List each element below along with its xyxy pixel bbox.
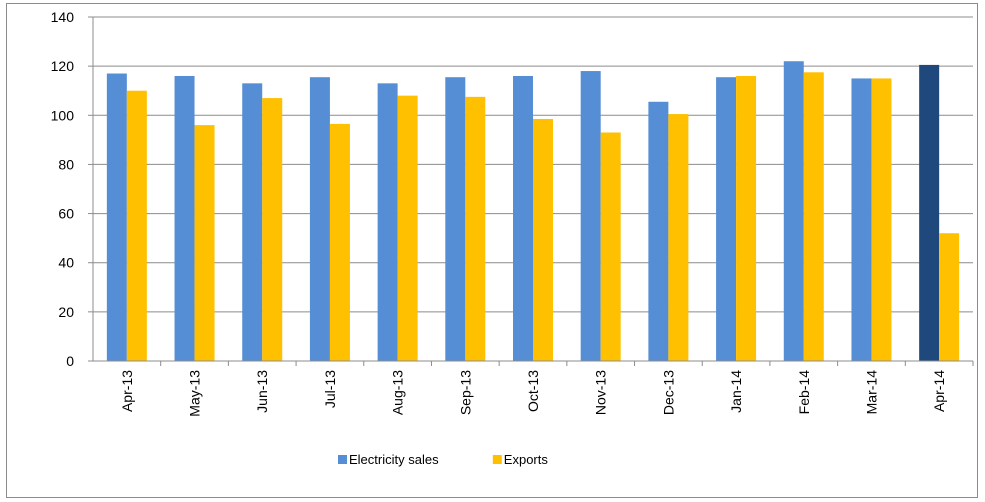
legend-label-exports: Exports [504,452,549,467]
y-tick-label: 40 [58,255,74,271]
bar-electricity-sales-aug-13 [377,83,398,361]
bar-electricity-sales-apr-14 [919,64,940,362]
x-tick-label: Apr-14 [931,370,947,412]
x-tick-label: Jan-14 [728,370,744,413]
x-tick-label: Aug-13 [390,370,406,415]
y-tick-label: 100 [51,107,75,123]
legend-swatch-electricity-sales [338,455,347,464]
bars [106,61,960,362]
bar-exports-jun-13 [262,98,283,361]
bar-exports-oct-13 [533,118,553,361]
bar-electricity-sales-jun-13 [242,83,263,361]
bar-electricity-sales-nov-13 [580,71,601,362]
bar-exports-feb-14 [803,72,824,362]
bar-electricity-sales-sep-13 [445,77,466,361]
x-tick-label: Apr-13 [119,370,135,412]
bar-exports-dec-13 [668,114,689,361]
bar-electricity-sales-dec-13 [648,101,669,362]
bar-electricity-sales-may-13 [174,75,195,361]
bar-electricity-sales-apr-13 [106,73,127,361]
x-tick-label: Sep-13 [457,370,473,415]
bar-electricity-sales-feb-14 [783,61,804,361]
x-tick-label: Mar-14 [863,370,879,415]
legend-swatch-exports [492,455,502,464]
bar-electricity-sales-oct-13 [513,75,533,361]
bar-exports-may-13 [194,125,215,361]
bar-exports-jan-14 [736,75,757,361]
x-tick-label: Feb-14 [796,370,812,415]
x-tick-label: May-13 [187,370,203,417]
y-tick-label: 80 [58,156,74,172]
legend: Electricity sales Exports [338,452,548,467]
x-tick-labels: Apr-13 May-13 Jun-13 Jul-13 Aug-13 Sep-13 Oct-… [119,370,947,417]
y-tick-label: 120 [51,58,75,74]
x-tick-label: Jul-13 [322,370,338,408]
x-tick-label: Dec-13 [660,370,676,415]
bar-exports-aug-13 [397,95,418,361]
legend-label-electricity-sales: Electricity sales [349,452,439,467]
y-tick-label: 140 [51,9,75,25]
x-tick-label: Oct-13 [525,370,541,412]
bar-exports-mar-14 [871,78,892,361]
y-tick-label: 20 [58,304,74,320]
bar-exports-jul-13 [329,123,350,361]
x-tick-label: Nov-13 [593,370,609,415]
x-tick-label: Jun-13 [254,370,270,413]
y-tick-label: 0 [66,353,74,369]
bar-exports-apr-14 [939,233,960,361]
y-tick-label: 60 [58,206,74,222]
bar-electricity-sales-jan-14 [716,77,737,361]
axes [88,16,974,366]
bar-electricity-sales-mar-14 [851,78,872,361]
bar-exports-apr-13 [126,90,147,361]
y-tick-labels: 0 20 40 60 80 100 120 140 [51,9,75,369]
bar-exports-sep-13 [465,96,486,361]
bar-exports-nov-13 [600,132,621,361]
bar-electricity-sales-jul-13 [309,77,330,361]
